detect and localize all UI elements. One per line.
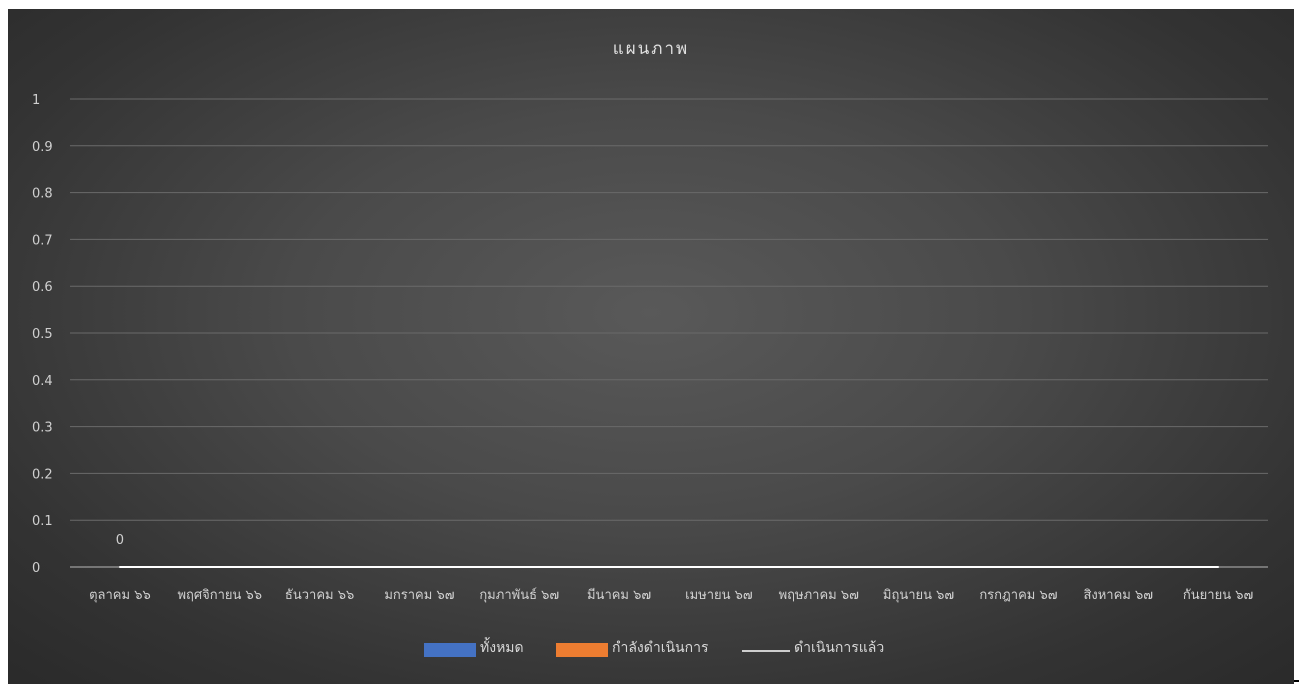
legend: ทั้งหมด กำลังดำเนินการ ดำเนินการแล้ว [424, 637, 884, 657]
y-tick-label: 0.6 [32, 280, 53, 295]
legend-swatch [424, 643, 476, 657]
y-tick-label: 0.2 [32, 467, 53, 482]
data-label: 0 [116, 533, 124, 548]
x-tick-label: กันยายน ๖๗ [1183, 588, 1253, 603]
corner-mark [1294, 680, 1299, 682]
line-point [717, 566, 720, 568]
x-tick-label: สิงหาคม ๖๗ [1083, 588, 1153, 603]
x-axis-tick-labels: ตุลาคม ๖๖ พฤศจิกายน ๖๖ ธันวาคม ๖๖ มกราคม ๖๗… [89, 587, 1253, 603]
x-tick-label: กรกฎาคม ๖๗ [979, 588, 1057, 603]
line-point [118, 566, 121, 568]
data-labels: 0 [116, 533, 124, 548]
line-point [618, 566, 621, 568]
x-tick-label: พฤษภาคม ๖๗ [779, 588, 859, 603]
chart-title: แผนภาพ [613, 39, 690, 59]
y-axis-tick-labels: 0 0.1 0.2 0.3 0.4 0.5 0.6 0.7 0.8 0.9 1 [32, 93, 53, 576]
line-point [418, 566, 421, 568]
line-point [1017, 566, 1020, 568]
line-point [917, 566, 920, 568]
x-tick-label: กุมภาพันธ์ ๖๗ [479, 587, 559, 603]
x-tick-label: เมษายน ๖๗ [685, 588, 753, 603]
y-tick-label: 0.7 [32, 233, 53, 248]
y-tick-label: 0 [32, 561, 40, 576]
x-tick-label: ตุลาคม ๖๖ [89, 588, 151, 603]
x-tick-label: มิถุนายน ๖๗ [883, 588, 954, 603]
y-tick-label: 0.3 [32, 421, 53, 436]
legend-label: กำลังดำเนินการ [612, 640, 709, 656]
legend-swatch [556, 643, 608, 657]
x-tick-label: ธันวาคม ๖๖ [285, 588, 354, 603]
x-tick-label: มีนาคม ๖๗ [587, 587, 651, 603]
line-point [318, 566, 321, 568]
line-point [1217, 566, 1220, 568]
chart-area: แผนภาพ 0 0.1 0.2 0.3 0.4 0.5 0.6 0.7 0.8 0.9 1 ตุล… [8, 9, 1294, 684]
x-tick-label: มกราคม ๖๗ [384, 588, 454, 603]
line-point [218, 566, 221, 568]
legend-label: ดำเนินการแล้ว [794, 640, 884, 656]
line-point [1117, 566, 1120, 568]
line-point [817, 566, 820, 568]
series-marks [70, 566, 1268, 568]
gridlines [70, 98, 1268, 521]
y-tick-label: 0.4 [32, 374, 53, 389]
y-tick-label: 0.5 [32, 327, 53, 342]
legend-label: ทั้งหมด [480, 637, 524, 656]
x-tick-label: พฤศจิกายน ๖๖ [177, 588, 262, 603]
y-tick-label: 1 [32, 93, 40, 108]
line-point [518, 566, 521, 568]
chart: แผนภาพ 0 0.1 0.2 0.3 0.4 0.5 0.6 0.7 0.8 0.9 1 ตุล… [32, 39, 1268, 657]
y-tick-label: 0.8 [32, 187, 53, 202]
y-tick-label: 0.9 [32, 140, 53, 155]
y-tick-label: 0.1 [32, 514, 53, 529]
